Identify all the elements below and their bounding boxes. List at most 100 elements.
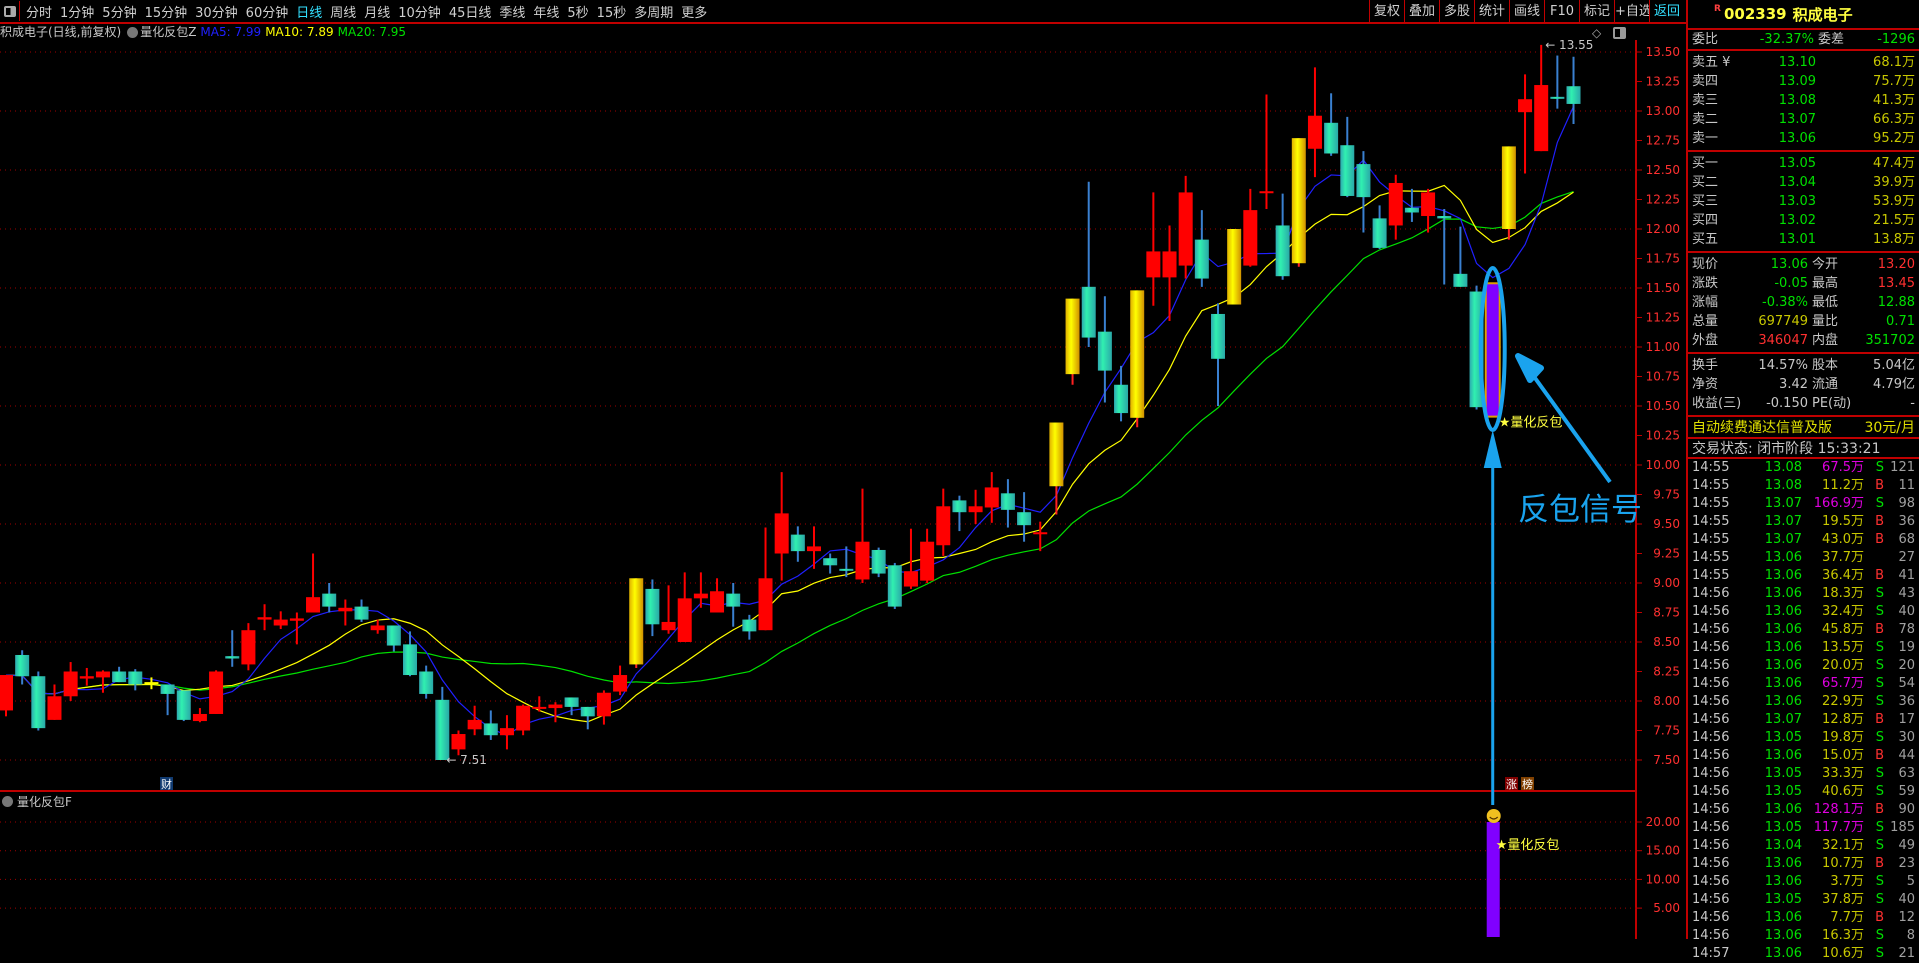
candle-body[interactable] (952, 500, 967, 513)
candle-body[interactable] (176, 690, 191, 720)
candle-body[interactable] (160, 684, 175, 694)
candle-body[interactable] (871, 549, 886, 574)
candle-body[interactable] (1356, 164, 1371, 198)
candle-body[interactable] (1275, 225, 1290, 277)
period-tab[interactable]: 30分钟 (195, 5, 238, 21)
tool-button[interactable]: 画线 (1509, 0, 1544, 24)
candle-body[interactable] (790, 534, 805, 552)
candle-body[interactable] (209, 671, 224, 714)
period-tab[interactable]: 月线 (364, 5, 391, 21)
candle-body[interactable] (95, 671, 110, 678)
tool-button[interactable]: 复权 (1369, 0, 1404, 24)
period-tab[interactable]: 分时 (26, 5, 53, 21)
candle-body[interactable] (887, 565, 902, 607)
panel-toggle-icon[interactable] (1613, 27, 1627, 39)
period-tab[interactable]: 周线 (330, 5, 357, 21)
candle-body[interactable] (855, 541, 870, 580)
candle-body[interactable] (1550, 96, 1565, 99)
candle-body[interactable] (613, 675, 628, 692)
candle-body[interactable] (354, 606, 369, 620)
candle-body[interactable] (1146, 251, 1161, 278)
candle-body[interactable] (1501, 146, 1516, 229)
period-tab[interactable]: 日线 (296, 5, 323, 21)
period-tab[interactable]: 5分钟 (102, 5, 137, 21)
candle-body[interactable] (1372, 218, 1387, 248)
tool-button[interactable]: F10 (1544, 0, 1579, 24)
candle-body[interactable] (823, 558, 838, 566)
period-tab[interactable]: 10分钟 (398, 5, 441, 21)
candle-body[interactable] (1178, 192, 1193, 266)
candle-body[interactable] (403, 644, 417, 676)
period-tab[interactable]: 45日线 (448, 5, 492, 21)
candle-body[interactable] (936, 506, 951, 546)
limit-up-tag[interactable]: 涨 (1506, 778, 1517, 791)
period-tab[interactable]: 15秒 (596, 5, 627, 21)
candle-body[interactable] (807, 546, 821, 552)
tool-button[interactable]: +自选 (1614, 0, 1649, 24)
candle-body[interactable] (31, 676, 46, 729)
indicator-panel-name[interactable]: 量化反包F (17, 795, 72, 809)
period-tab[interactable]: 季线 (499, 5, 526, 21)
candle-body[interactable] (548, 704, 563, 709)
period-tab[interactable]: 更多 (681, 5, 708, 21)
candle-body[interactable] (225, 656, 240, 659)
candle-body[interactable] (1388, 182, 1403, 226)
candle-body[interactable] (1211, 313, 1225, 359)
tool-button[interactable]: 统计 (1474, 0, 1509, 24)
period-tab[interactable]: 5秒 (567, 5, 589, 21)
candle-body[interactable] (1566, 86, 1581, 104)
panel-toggle-button[interactable] (0, 1, 20, 21)
candle-body[interactable] (920, 541, 935, 581)
candle-body[interactable] (645, 588, 660, 625)
tool-button[interactable]: 多股 (1439, 0, 1474, 24)
candle-body[interactable] (241, 630, 256, 665)
candle-body[interactable] (1340, 145, 1355, 196)
candle-body[interactable] (1243, 210, 1258, 266)
candle-body[interactable] (903, 571, 918, 587)
signal-bar[interactable] (1486, 822, 1500, 937)
candle-body[interactable] (1437, 216, 1452, 219)
diamond-icon[interactable]: ◇ (1592, 26, 1602, 40)
candle-body[interactable] (1534, 85, 1549, 152)
candle-body[interactable] (580, 706, 595, 717)
candle-body[interactable] (1065, 298, 1080, 375)
tool-button[interactable]: 返回 (1649, 0, 1684, 24)
candle-body[interactable] (1307, 115, 1322, 149)
candle-body[interactable] (419, 671, 434, 694)
candle-body[interactable] (1194, 239, 1209, 279)
candle-body[interactable] (1000, 493, 1015, 510)
indicator-menu-icon[interactable] (127, 27, 139, 38)
candle-body[interactable] (1453, 273, 1468, 287)
candle-body[interactable] (1081, 286, 1096, 338)
candle-body[interactable] (516, 705, 531, 731)
candle-body[interactable] (306, 597, 321, 613)
candle-body[interactable] (1421, 192, 1436, 217)
candle-body[interactable] (710, 591, 725, 613)
candle-body[interactable] (47, 696, 62, 720)
candle-body[interactable] (483, 723, 498, 736)
tool-button[interactable]: 标记 (1579, 0, 1614, 24)
candle-body[interactable] (79, 676, 94, 679)
candle-body[interactable] (1259, 191, 1274, 194)
candle-body[interactable] (338, 607, 353, 612)
candle-body[interactable] (839, 568, 854, 571)
candle-body[interactable] (1033, 532, 1048, 535)
indicator-menu-icon[interactable] (2, 796, 13, 807)
promo-banner[interactable]: 自动续费通达信普及版 30元/月 (1688, 417, 1919, 439)
candle-body[interactable] (322, 593, 337, 607)
candle-body[interactable] (1049, 422, 1064, 487)
candle-body[interactable] (774, 513, 789, 554)
candle-body[interactable] (693, 593, 708, 599)
candle-body[interactable] (677, 598, 692, 642)
candle-body[interactable] (435, 699, 450, 760)
candle-body[interactable] (1518, 99, 1533, 113)
candle-body[interactable] (63, 671, 78, 697)
tool-button[interactable]: 叠加 (1404, 0, 1439, 24)
candle-body[interactable] (1404, 207, 1419, 213)
candle-body[interactable] (564, 697, 579, 707)
candle-body[interactable] (1017, 512, 1032, 526)
candle-body[interactable] (257, 617, 272, 620)
candle-body[interactable] (499, 728, 514, 736)
candle-body[interactable] (1484, 282, 1501, 418)
candle-body[interactable] (1130, 290, 1145, 418)
